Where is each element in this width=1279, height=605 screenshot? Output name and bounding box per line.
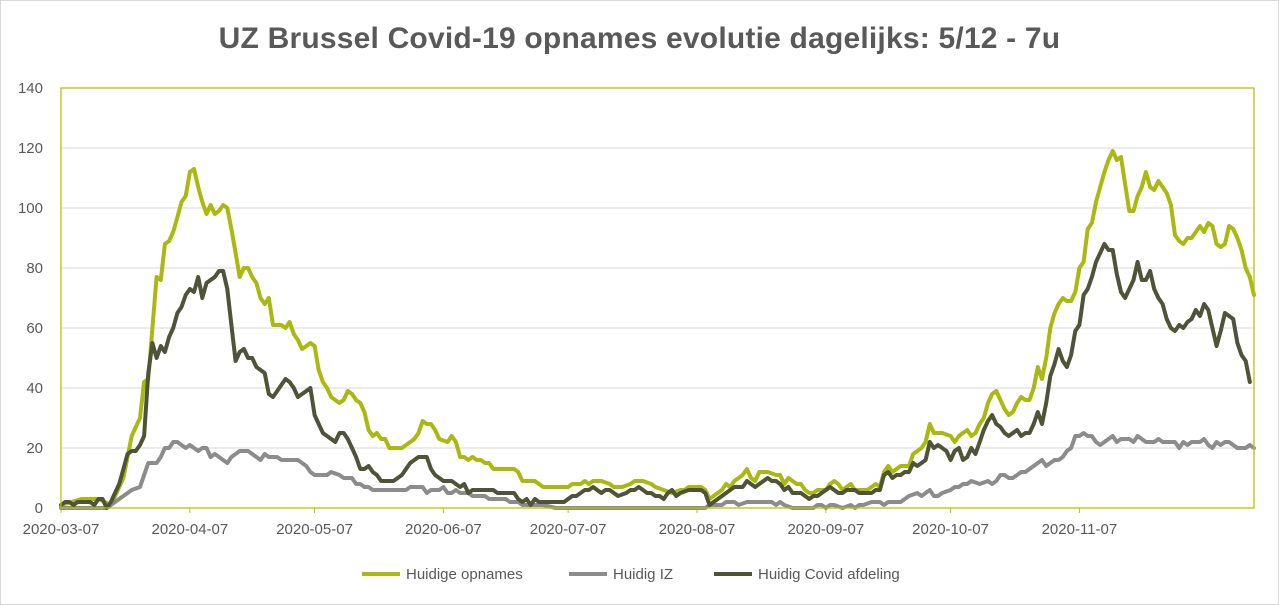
legend-item: Huidig IZ	[569, 563, 673, 585]
x-tick-label: 2020-06-07	[405, 521, 482, 538]
y-tick-label: 20	[26, 440, 43, 457]
y-axis-ticks: 0 20 40 60 80 100 120 140	[18, 80, 43, 517]
plot-area-border	[60, 87, 1255, 509]
legend-item: Huidig Covid afdeling	[714, 563, 900, 585]
legend-swatch	[714, 572, 752, 576]
legend-label: Huidig Covid afdeling	[758, 565, 900, 583]
legend-item: Huidige opnames	[362, 563, 523, 585]
series-line	[59, 431, 1256, 510]
series-line	[59, 149, 1256, 507]
y-tick-label: 100	[18, 200, 43, 217]
legend-swatch	[362, 572, 400, 576]
y-tick-label: 80	[26, 260, 43, 277]
x-tick-label: 2020-10-07	[912, 521, 989, 538]
x-tick-label: 2020-11-07	[1042, 521, 1118, 538]
legend-label: Huidige opnames	[406, 565, 523, 583]
y-tick-label: 140	[18, 80, 43, 97]
y-tick-label: 0	[35, 500, 43, 517]
x-tick-label: 2020-09-07	[787, 521, 864, 538]
legend-swatch	[569, 572, 607, 576]
series-line	[59, 242, 1252, 510]
x-tick-label: 2020-05-07	[276, 521, 353, 538]
chart-legend: Huidige opnames Huidig IZ Huidig Covid afd…	[0, 563, 1279, 585]
y-tick-label: 40	[26, 380, 43, 397]
x-axis-ticks: 2020-03-07 2020-04-07 2020-05-07 2020-06-07…	[23, 508, 1118, 538]
x-tick-label: 2020-04-07	[151, 521, 228, 538]
x-tick-label: 2020-08-07	[659, 521, 736, 538]
x-tick-label: 2020-07-07	[530, 521, 607, 538]
chart-title: UZ Brussel Covid-19 opnames evolutie dag…	[218, 22, 1061, 55]
legend-label: Huidig IZ	[613, 565, 674, 583]
gridlines	[61, 147, 1254, 449]
x-tick-label: 2020-03-07	[23, 521, 100, 538]
y-tick-label: 120	[18, 140, 43, 157]
series-lines	[59, 149, 1256, 510]
y-tick-label: 60	[26, 320, 43, 337]
